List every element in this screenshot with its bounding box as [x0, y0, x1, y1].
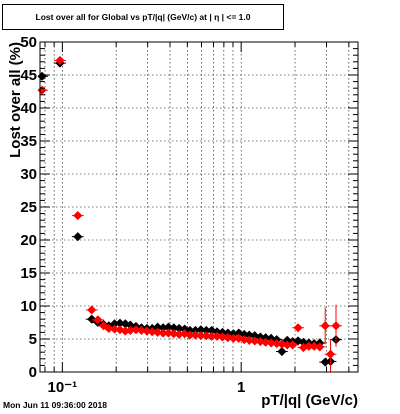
data-point [93, 315, 103, 325]
plot-frame [39, 41, 359, 373]
y-tick-label: 45 [20, 67, 37, 84]
data-point [260, 337, 271, 347]
y-tick-label: 20 [20, 232, 37, 249]
x-tick-label: 10⁻¹ [48, 379, 78, 396]
y-axis-label: Lost over all (%) [7, 42, 24, 158]
data-point [104, 323, 114, 334]
data-point [87, 305, 97, 315]
data-layer [37, 55, 342, 372]
y-tick-label: 30 [20, 166, 37, 183]
x-tick-label: 1 [237, 379, 245, 396]
data-point [250, 336, 260, 346]
data-point [73, 210, 83, 221]
data-point [217, 332, 228, 342]
series-0 [37, 58, 342, 367]
data-point [277, 346, 287, 357]
y-tick-label: 40 [20, 100, 37, 117]
data-point [180, 329, 190, 339]
data-point [331, 321, 341, 331]
data-point [234, 333, 244, 343]
data-point [320, 321, 330, 331]
chart-title: Lost over all for Global vs pT/|q| (GeV/… [2, 4, 284, 30]
data-point [287, 340, 298, 350]
data-point [55, 55, 65, 66]
data-point [325, 349, 336, 359]
y-tick-label: 10 [20, 298, 37, 315]
data-point [131, 325, 141, 335]
data-point [73, 232, 83, 242]
grid [40, 41, 358, 373]
data-point [309, 341, 319, 351]
y-tick-label: 0 [29, 364, 37, 381]
timestamp: Mon Jun 11 09:36:00 2018 [3, 400, 107, 410]
y-tick-label: 5 [29, 331, 37, 348]
y-tick-label: 35 [20, 133, 37, 150]
data-point [98, 321, 109, 331]
y-tick-label: 15 [20, 265, 37, 282]
data-point [266, 338, 276, 348]
data-point [293, 323, 303, 333]
data-point [87, 314, 97, 324]
x-axis-label: pT/|q| (GeV/c) [261, 392, 358, 409]
y-tick-label: 25 [20, 199, 37, 216]
data-point [315, 342, 325, 352]
data-point [152, 327, 163, 338]
series-1 [37, 55, 342, 372]
y-tick-label: 50 [20, 34, 37, 51]
